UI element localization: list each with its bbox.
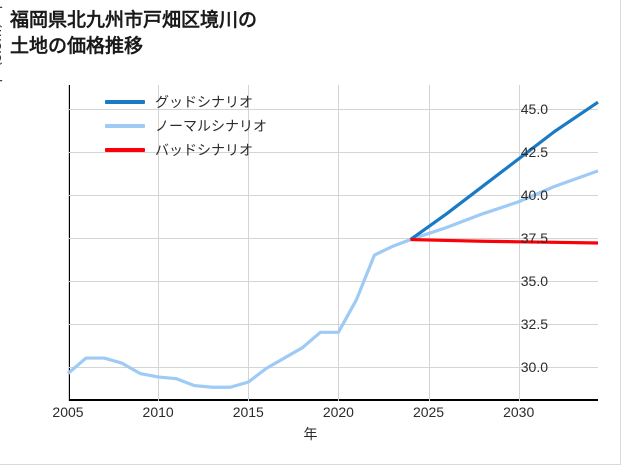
gridline-horizontal xyxy=(68,237,598,239)
legend-swatch-bad xyxy=(105,148,145,152)
gridline-vertical xyxy=(158,85,160,401)
legend-label-normal: ノーマルシナリオ xyxy=(155,118,267,134)
gridline-horizontal xyxy=(68,109,598,110)
x-axis-spine xyxy=(68,399,598,401)
y-tick-label: 40.0 xyxy=(520,186,548,203)
legend-swatch-good xyxy=(105,100,145,104)
series-line-バッドシナリオ xyxy=(410,237,599,245)
chart-legend: グッドシナリオ ノーマルシナリオ バッドシナリオ xyxy=(105,90,315,162)
x-axis-title: 年 xyxy=(303,426,318,442)
y-axis-title: 坪（3.3㎡）単価（万円） xyxy=(0,0,4,90)
legend-item-bad[interactable]: バッドシナリオ xyxy=(105,138,315,162)
legend-item-normal[interactable]: ノーマルシナリオ xyxy=(105,114,315,138)
legend-label-good: グッドシナリオ xyxy=(155,94,253,110)
legend-swatch-normal xyxy=(105,124,145,128)
gridline-vertical xyxy=(338,85,340,401)
gridline-horizontal xyxy=(68,280,598,282)
y-axis-spine xyxy=(68,85,70,401)
x-tick-label: 2010 xyxy=(142,404,174,420)
data-lines xyxy=(66,100,599,389)
x-tick-label: 2005 xyxy=(52,404,84,420)
gridline-horizontal xyxy=(68,152,598,153)
gridline-vertical xyxy=(68,85,69,401)
gridline-horizontal xyxy=(68,323,598,325)
plot-area xyxy=(66,85,599,401)
legend-label-bad: バッドシナリオ xyxy=(155,142,253,158)
y-tick-label: 37.5 xyxy=(520,229,548,246)
x-tick-label: 2025 xyxy=(412,404,445,420)
series-line-ノーマルシナリオ xyxy=(66,169,599,389)
y-tick-label: 32.5 xyxy=(520,315,548,332)
x-tick-label: 2030 xyxy=(503,404,535,420)
y-tick-label: 42.5 xyxy=(520,143,548,160)
x-tick-label: 2020 xyxy=(322,404,354,420)
chart-title: 福岡県北九州市戸畑区境川の 土地の価格推移 xyxy=(10,10,258,57)
gridline-horizontal xyxy=(68,194,598,196)
y-tick-label: 35.0 xyxy=(520,272,548,289)
legend-item-good[interactable]: グッドシナリオ xyxy=(105,90,315,114)
y-tick-label: 45.0 xyxy=(520,101,548,118)
gridline-horizontal xyxy=(68,366,598,368)
gridline-vertical xyxy=(248,85,250,401)
gridline-vertical xyxy=(428,85,430,401)
series-line-グッドシナリオ xyxy=(409,100,599,241)
y-tick-label: 30.0 xyxy=(520,358,548,375)
x-tick-label: 2015 xyxy=(232,404,264,420)
